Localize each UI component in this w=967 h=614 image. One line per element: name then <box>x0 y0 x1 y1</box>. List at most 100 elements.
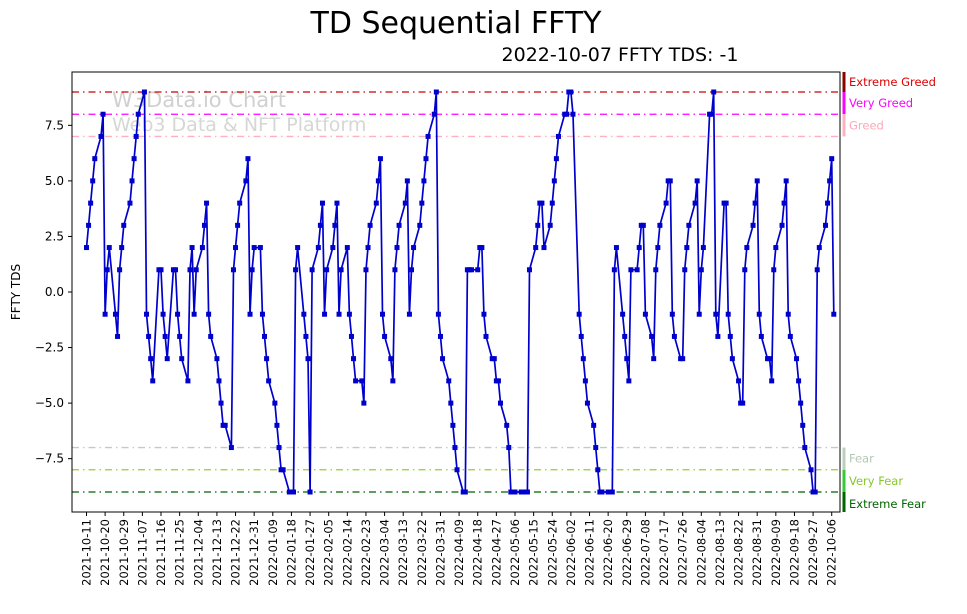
data-point <box>694 178 700 184</box>
x-tick-label: 2022-04-27 <box>489 519 503 586</box>
data-point <box>649 333 655 339</box>
data-point <box>758 333 764 339</box>
data-point <box>392 267 398 273</box>
data-point <box>235 222 241 228</box>
data-point <box>199 245 205 251</box>
data-point <box>259 311 265 317</box>
y-tick-label: −7.5 <box>35 452 64 466</box>
data-point <box>309 267 315 273</box>
data-point <box>700 245 706 251</box>
data-point <box>814 267 820 273</box>
data-point <box>657 222 663 228</box>
data-point <box>742 267 748 273</box>
data-point <box>636 245 642 251</box>
data-point <box>580 356 586 362</box>
data-point <box>408 267 414 273</box>
data-point <box>216 378 222 384</box>
data-point <box>88 200 94 206</box>
data-point <box>533 245 539 251</box>
data-point <box>756 311 762 317</box>
data-point <box>185 378 191 384</box>
data-point <box>230 267 236 273</box>
data-point <box>624 356 630 362</box>
x-tick-label: 2022-04-09 <box>452 519 466 586</box>
data-point <box>812 489 818 495</box>
data-point <box>187 267 193 273</box>
data-point <box>336 311 342 317</box>
x-tick-label: 2022-01-18 <box>284 519 298 586</box>
data-point <box>469 267 475 273</box>
data-point <box>767 356 773 362</box>
data-point <box>825 200 831 206</box>
data-point <box>144 311 150 317</box>
data-point <box>802 445 808 451</box>
data-point <box>359 378 365 384</box>
data-point <box>620 311 626 317</box>
data-point <box>249 267 255 273</box>
data-point <box>86 222 92 228</box>
data-point <box>388 356 394 362</box>
data-point <box>715 333 721 339</box>
data-point <box>787 333 793 339</box>
data-point <box>135 111 141 117</box>
data-point <box>640 222 646 228</box>
data-point <box>274 422 280 428</box>
x-tick-label: 2021-12-13 <box>210 519 224 586</box>
data-point <box>779 222 785 228</box>
data-point <box>322 311 328 317</box>
data-point <box>698 267 704 273</box>
data-point <box>526 267 532 273</box>
data-point <box>634 267 640 273</box>
data-point <box>555 133 561 139</box>
data-point <box>769 378 775 384</box>
data-point <box>491 356 497 362</box>
data-point <box>783 178 789 184</box>
data-point <box>100 111 106 117</box>
data-point <box>353 378 359 384</box>
tds-series-line <box>85 91 835 493</box>
data-point <box>613 245 619 251</box>
data-point <box>396 222 402 228</box>
data-point <box>324 267 330 273</box>
data-point <box>448 400 454 406</box>
data-point <box>512 489 518 495</box>
data-point <box>524 489 530 495</box>
y-tick-label: 2.5 <box>45 229 64 243</box>
data-point <box>549 200 555 206</box>
data-point <box>435 311 441 317</box>
data-point <box>406 311 412 317</box>
x-tick-label: 2022-03-13 <box>396 519 410 586</box>
x-tick-label: 2021-11-16 <box>154 519 168 586</box>
data-point <box>584 400 590 406</box>
threshold-label-very-greed: Very Greed <box>849 96 913 110</box>
data-point <box>402 200 408 206</box>
data-point <box>591 422 597 428</box>
threshold-label-greed: Greed <box>849 118 884 132</box>
data-point <box>158 267 164 273</box>
x-tick-label: 2022-01-27 <box>303 519 317 586</box>
x-tick-label: 2022-08-13 <box>713 519 727 586</box>
data-point <box>599 489 605 495</box>
data-point <box>827 178 833 184</box>
data-point <box>423 156 429 162</box>
data-point <box>92 156 98 162</box>
data-point <box>498 400 504 406</box>
data-point <box>495 378 501 384</box>
x-tick-label: 2022-10-06 <box>825 519 839 586</box>
data-point <box>771 267 777 273</box>
data-point <box>425 133 431 139</box>
data-point <box>729 356 735 362</box>
threshold-label-very-fear: Very Fear <box>849 474 903 488</box>
x-tick-label: 2022-08-31 <box>750 519 764 586</box>
data-point <box>794 356 800 362</box>
data-point <box>454 467 460 473</box>
data-point <box>276 445 282 451</box>
data-point <box>257 245 263 251</box>
threshold-band-extreme-greed <box>842 72 846 92</box>
data-point <box>785 311 791 317</box>
x-tick-label: 2022-09-09 <box>769 519 783 586</box>
data-point <box>382 333 388 339</box>
data-point <box>237 200 243 206</box>
data-point <box>433 89 439 95</box>
x-tick-label: 2022-09-27 <box>806 519 820 586</box>
